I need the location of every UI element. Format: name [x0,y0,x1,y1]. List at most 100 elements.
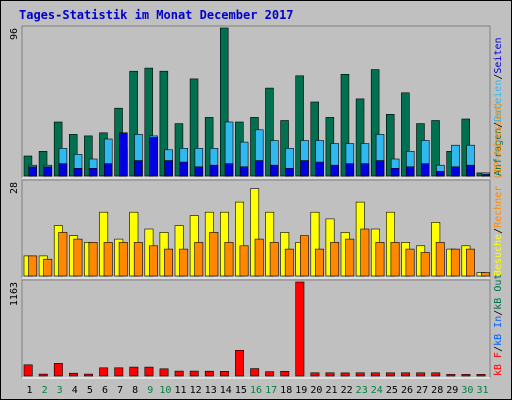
bar-kb-day-30 [461,374,471,377]
x-tick-label-29: 29 [446,385,458,396]
bar-kb-day-9 [144,366,154,377]
bar-rechner-day-27 [420,252,430,277]
legend-visits-item-1: / [493,228,504,234]
bar-seiten-day-27 [420,163,430,177]
bar-anfragen-day-28 [431,120,440,177]
bar-anfragen-day-25 [385,114,395,177]
bar-rechner-day-12 [194,242,204,277]
legend-kbytes-item-4: kB Out [493,274,504,310]
bar-kb-day-11 [174,370,184,377]
bar-rechner-day-10 [164,248,173,277]
bar-seiten-day-13 [209,164,219,177]
panel-kbytes-area [21,279,491,379]
bar-seiten-day-28 [436,171,445,177]
panel-kbytes-legend: kB F/kB In/kB Out [493,274,504,376]
bar-seiten-day-4 [73,168,83,177]
bar-anfragen-day-10 [159,70,169,177]
bar-kb-day-13 [204,370,214,377]
bar-rechner-day-6 [103,242,113,277]
x-tick-label-5: 5 [87,385,93,396]
x-tick-label-9: 9 [147,385,153,396]
bar-seiten-day-12 [194,166,204,177]
bar-kb-day-15 [235,349,244,377]
x-tick-label-4: 4 [72,385,78,396]
bar-anfragen-day-2 [38,151,48,177]
panel-requests-legend: Anfragen/Dateien/Seiten [493,37,504,176]
bar-seiten-day-24 [375,160,385,177]
bar-seiten-day-10 [164,160,173,177]
bar-anfragen-day-8 [129,70,138,177]
x-tick-label-11: 11 [174,385,186,396]
x-tick-label-1: 1 [26,385,32,396]
bar-rechner-day-23 [360,228,370,277]
legend-visits-item-2: Rechner (IP-Adressen) [493,101,504,227]
bar-seiten-day-18 [285,168,294,177]
bar-rechner-day-5 [88,242,98,277]
bar-rechner-day-9 [149,245,158,277]
bar-seiten-day-26 [405,166,415,177]
bar-kb-day-10 [159,368,169,377]
x-tick-label-12: 12 [190,385,202,396]
bar-kb-day-22 [340,372,350,377]
bar-kb-day-14 [220,370,229,377]
bar-rechner-day-25 [390,242,400,277]
x-tick-label-19: 19 [295,385,307,396]
x-tick-label-23: 23 [356,385,368,396]
bar-rechner-day-16 [254,238,264,277]
bar-rechner-day-17 [269,242,279,277]
bar-rechner-day-11 [179,248,189,277]
bar-anfragen-day-26 [401,92,410,177]
bar-anfragen-day-14 [220,27,229,177]
bar-kb-day-2 [38,373,48,377]
bar-kb-day-18 [280,370,290,377]
bar-rechner-day-19 [299,235,309,277]
x-tick-label-30: 30 [461,385,473,396]
panel-kbytes-ymax-label: 1163 [9,282,20,306]
bar-rechner-day-28 [435,242,445,277]
x-tick-label-10: 10 [159,385,171,396]
bar-seiten-day-19 [300,160,309,177]
x-tick-label-8: 8 [132,385,138,396]
bar-kb-day-5 [84,373,94,377]
bar-seiten-day-11 [179,161,189,177]
bar-rechner-day-20 [315,248,324,277]
bar-kb-day-28 [431,372,441,377]
x-tick-label-28: 28 [431,385,443,396]
bar-rechner-day-29 [450,248,460,277]
bar-seiten-day-29 [451,166,460,177]
bar-anfragen-day-24 [370,69,380,177]
bar-rechner-day-8 [133,242,143,277]
bar-rechner-day-30 [465,248,475,277]
bar-anfragen-day-22 [340,74,350,177]
x-tick-label-6: 6 [102,385,108,396]
bar-kb-day-27 [416,372,426,377]
legend-requests-item-0: Anfragen [493,128,504,176]
x-tick-label-14: 14 [220,385,232,396]
bar-seiten-day-21 [330,164,339,177]
x-tick-label-27: 27 [416,385,428,396]
bar-seiten-day-1 [28,166,37,177]
bar-kb-day-19 [295,281,305,377]
x-tick-label-15: 15 [235,385,247,396]
bar-seiten-day-22 [345,163,355,177]
bar-rechner-day-14 [224,242,234,277]
bar-seiten-day-8 [134,160,143,177]
bar-seiten-day-2 [43,166,53,177]
bar-kb-day-16 [250,368,260,377]
legend-kbytes-item-1: / [493,346,504,352]
bar-seiten-day-9 [149,137,158,177]
x-tick-label-13: 13 [205,385,217,396]
chart-title: Tages-Statistik im Monat December 2017 [19,8,294,22]
bar-seiten-day-25 [390,168,400,177]
bar-anfragen-day-19 [295,75,304,177]
bar-anfragen-day-20 [310,101,319,177]
bar-seiten-day-3 [58,163,68,177]
bar-kb-day-20 [310,372,320,377]
x-tick-label-21: 21 [325,385,337,396]
bar-rechner-day-3 [58,232,68,277]
bar-kb-day-6 [99,367,109,377]
legend-visits-item-0: Besuche [493,234,504,276]
x-tick-label-22: 22 [341,385,353,396]
legend-kbytes-item-0: kB F [493,352,504,376]
